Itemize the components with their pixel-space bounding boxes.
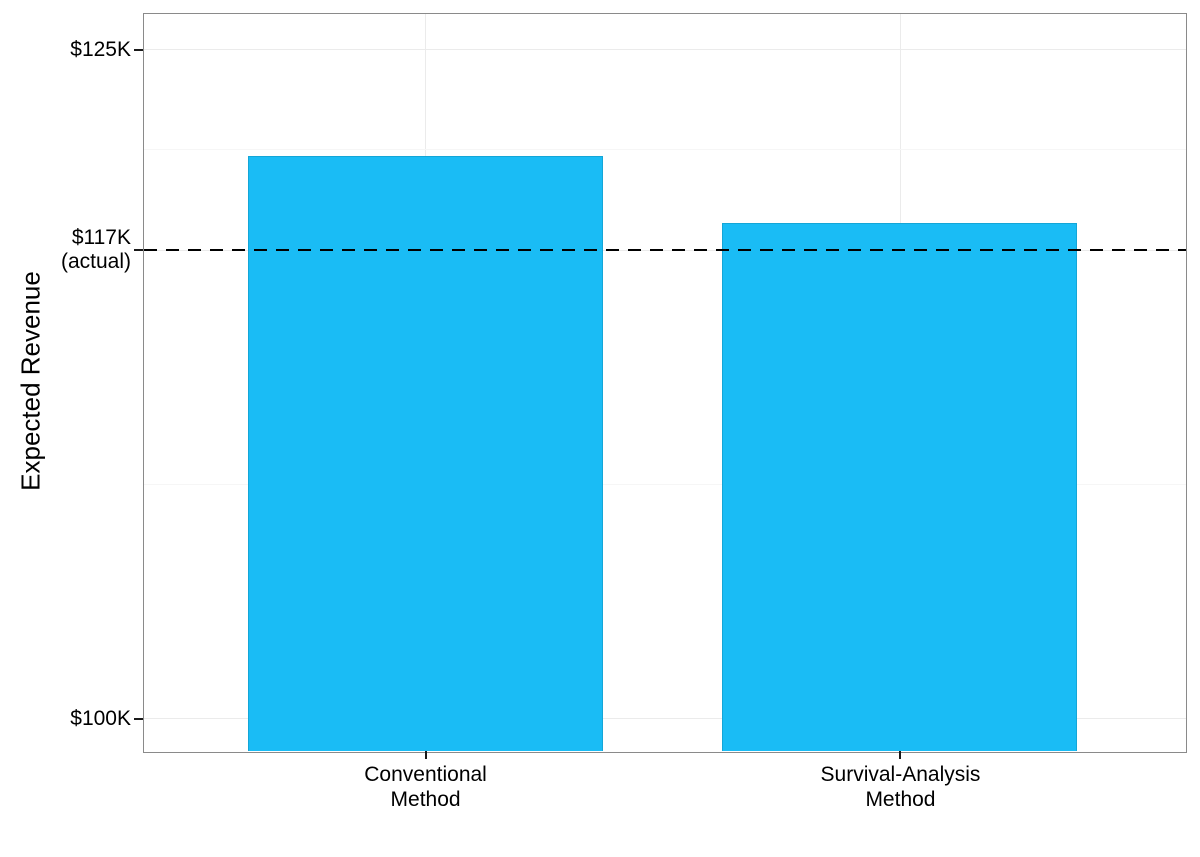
gridline [144, 149, 1186, 151]
y-tick-label-text: $125K [70, 37, 131, 61]
bar-conventional-method [247, 156, 603, 751]
y-tick-label-117k-actual: $117K (actual) [0, 226, 131, 274]
gridline [144, 718, 1186, 720]
x-tick-label-survival-analysis: Survival-Analysis Method [740, 762, 1060, 812]
y-tick-label-text: $117K [71, 226, 131, 250]
y-tick-label-text: (actual) [60, 250, 131, 274]
gridline [144, 483, 1186, 485]
bar-survival-analysis-method [722, 223, 1078, 751]
y-tick-100k [134, 717, 143, 720]
x-tick-label-conventional: Conventional Method [266, 762, 586, 812]
x-tick-survival-analysis [899, 751, 902, 759]
x-tick-label-text: Method [390, 788, 461, 811]
x-tick-conventional [424, 751, 427, 759]
plot-panel [143, 13, 1187, 753]
y-tick-117k [134, 249, 143, 252]
y-tick-125k [134, 48, 143, 51]
y-axis-title: Expected Revenue [15, 271, 46, 491]
y-tick-label-125k: $125K [0, 38, 131, 62]
x-tick-label-text: Conventional [364, 763, 487, 786]
x-tick-label-text: Method [865, 788, 936, 811]
gridline [144, 49, 1186, 51]
actual-revenue-dashed-line [144, 248, 1186, 252]
x-tick-label-text: Survival-Analysis [820, 763, 981, 786]
y-tick-label-100k: $100K [0, 707, 131, 731]
y-tick-label-text: $100K [70, 706, 131, 730]
